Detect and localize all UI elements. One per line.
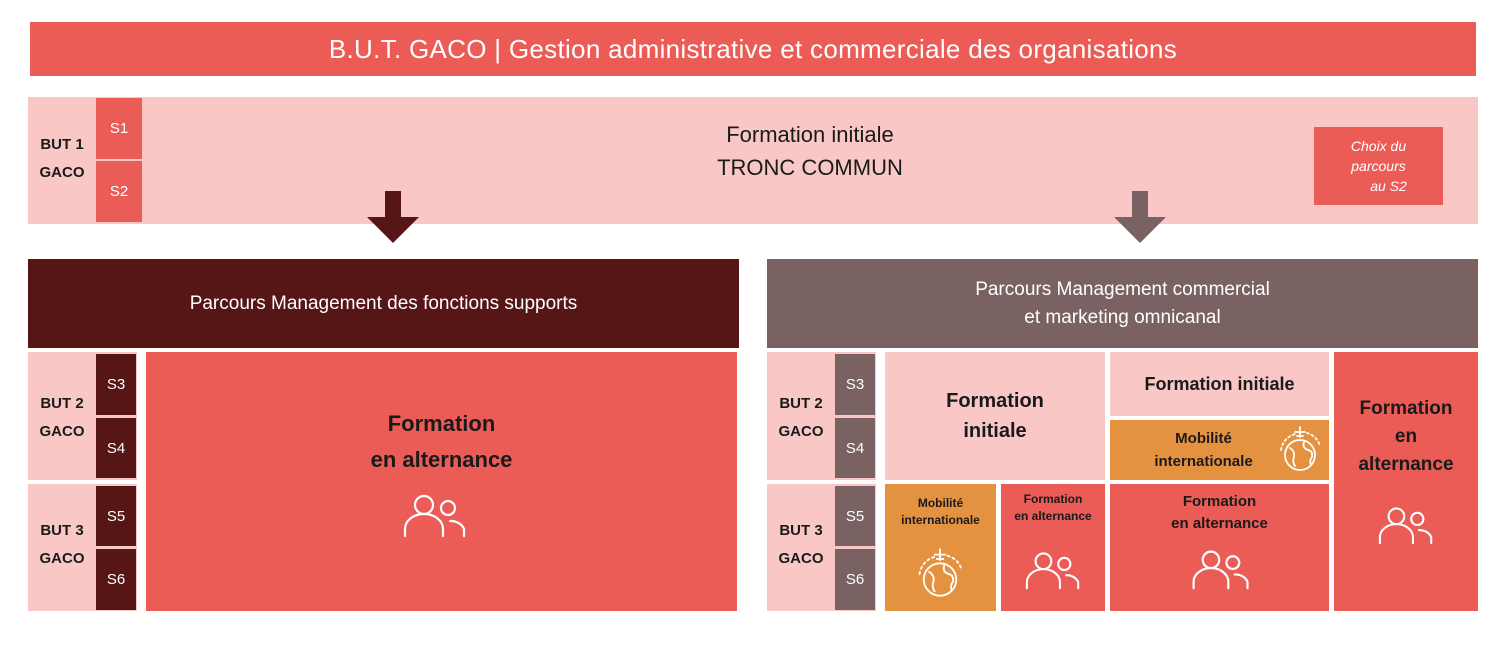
people-icon [402,492,468,538]
b3-mob-line1: Mobilité [917,496,964,510]
right-col2-mobilite: Mobilité internationale [1110,420,1329,480]
arrow-down-icon [367,191,419,243]
left-semester-s3: S3 [96,354,136,415]
b3-alt-line1: Formation [1182,493,1257,510]
left-semester-s6: S6 [96,549,136,610]
right-b3-mobilite: Mobilité internationale [885,484,996,611]
right-parcours-header-line1: Parcours Management commercial [975,278,1270,300]
left-but3-line1: BUT 3 [40,522,84,539]
left-but2-line2: GACO [39,423,85,440]
left-but2-line1: BUT 2 [40,395,84,412]
left-but3-label: BUT 3 GACO [28,516,96,574]
right-semester-s6-label: S6 [845,571,865,588]
right-but3-line1: BUT 3 [779,522,823,539]
choix-line2: parcours [1351,158,1406,174]
col2-initiale-label: Formation initiale [1144,374,1295,394]
semester-s2: S2 [96,161,142,222]
choix-line3: au S2 [1370,178,1407,194]
right-b3-alternance-small: Formation en alternance [1001,484,1105,611]
right-but2-label: BUT 2 GACO [767,389,835,447]
choix-parcours-badge: Choix du parcours au S2 [1314,127,1443,205]
choix-line1: Choix du [1350,138,1407,154]
semester-s1: S1 [96,98,142,159]
right-semester-s5: S5 [835,486,875,546]
col3-line1: Formation [1359,398,1453,419]
right-semester-s3: S3 [835,354,875,415]
globe-plane-icon [1275,424,1325,474]
right-col1-formation-initiale: Formation initiale [885,352,1105,480]
left-semester-s5-label: S5 [106,507,126,525]
but1-label: BUT 1 GACO [28,127,96,191]
tronc-commun-line1: Formation initiale [726,122,894,147]
left-formation-alternance: Formation en alternance [146,352,737,611]
but1-label-line2: GACO [39,164,85,181]
right-semester-s4: S4 [835,418,875,478]
semester-s2-label: S2 [109,183,129,200]
left-semester-s3-label: S3 [106,376,126,393]
col2-mob-line2: internationale [1154,453,1253,470]
left-semester-s4: S4 [96,418,136,478]
right-but2-line2: GACO [778,423,824,440]
people-icon [1024,550,1082,590]
tronc-commun-line2: TRONC COMMUN [717,155,903,180]
right-col3-alternance: Formation en alternance [1334,352,1478,611]
b3-mob-line2: internationale [901,513,980,527]
right-col2-formation-initiale: Formation initiale [1110,352,1329,416]
left-semester-s4-label: S4 [106,439,126,457]
but1-label-line1: BUT 1 [40,136,84,153]
b3-alt-small-line2: en alternance [1014,509,1092,523]
globe-plane-icon [913,546,967,600]
people-icon [1190,548,1252,590]
left-but3-line2: GACO [39,550,85,567]
people-icon [1377,505,1435,545]
right-parcours-header-line2: et marketing omnicanal [1024,306,1221,328]
right-b3-alternance: Formation en alternance [1110,484,1329,611]
arrow-down-icon [1114,191,1166,243]
b3-alt-small-line1: Formation [1023,492,1083,506]
left-alternance-line2: en alternance [370,447,513,472]
right-semester-s4-label: S4 [845,439,865,457]
right-semester-s3-label: S3 [845,376,865,393]
right-but2-line1: BUT 2 [779,395,823,412]
right-but3-label: BUT 3 GACO [767,516,835,574]
left-semester-s5: S5 [96,486,136,546]
right-but3-line2: GACO [778,550,824,567]
right-semester-s6: S6 [835,549,875,610]
page-title: B.U.T. GACO | Gestion administrative et … [328,33,1178,64]
b3-alt-line2: en alternance [1171,515,1268,532]
left-but2-label: BUT 2 GACO [28,389,96,447]
left-parcours-header: Parcours Management des fonctions suppor… [28,259,739,348]
col1-initiale-line2: initiale [963,420,1027,442]
col3-line2: en [1394,426,1418,447]
left-alternance-line1: Formation [387,411,496,436]
left-semester-s6-label: S6 [106,571,126,588]
semester-s1-label: S1 [109,120,129,137]
right-semester-s5-label: S5 [845,507,865,525]
title-bar: B.U.T. GACO | Gestion administrative et … [30,22,1476,76]
left-parcours-header-label: Parcours Management des fonctions suppor… [189,292,578,314]
tronc-commun: Formation initiale TRONC COMMUN [600,117,1020,185]
col1-initiale-line1: Formation [946,390,1044,412]
right-parcours-header: Parcours Management commercial et market… [767,259,1478,348]
col2-mob-line1: Mobilité [1175,430,1232,447]
col3-line3: alternance [1358,454,1454,475]
but1-band [28,97,1478,224]
